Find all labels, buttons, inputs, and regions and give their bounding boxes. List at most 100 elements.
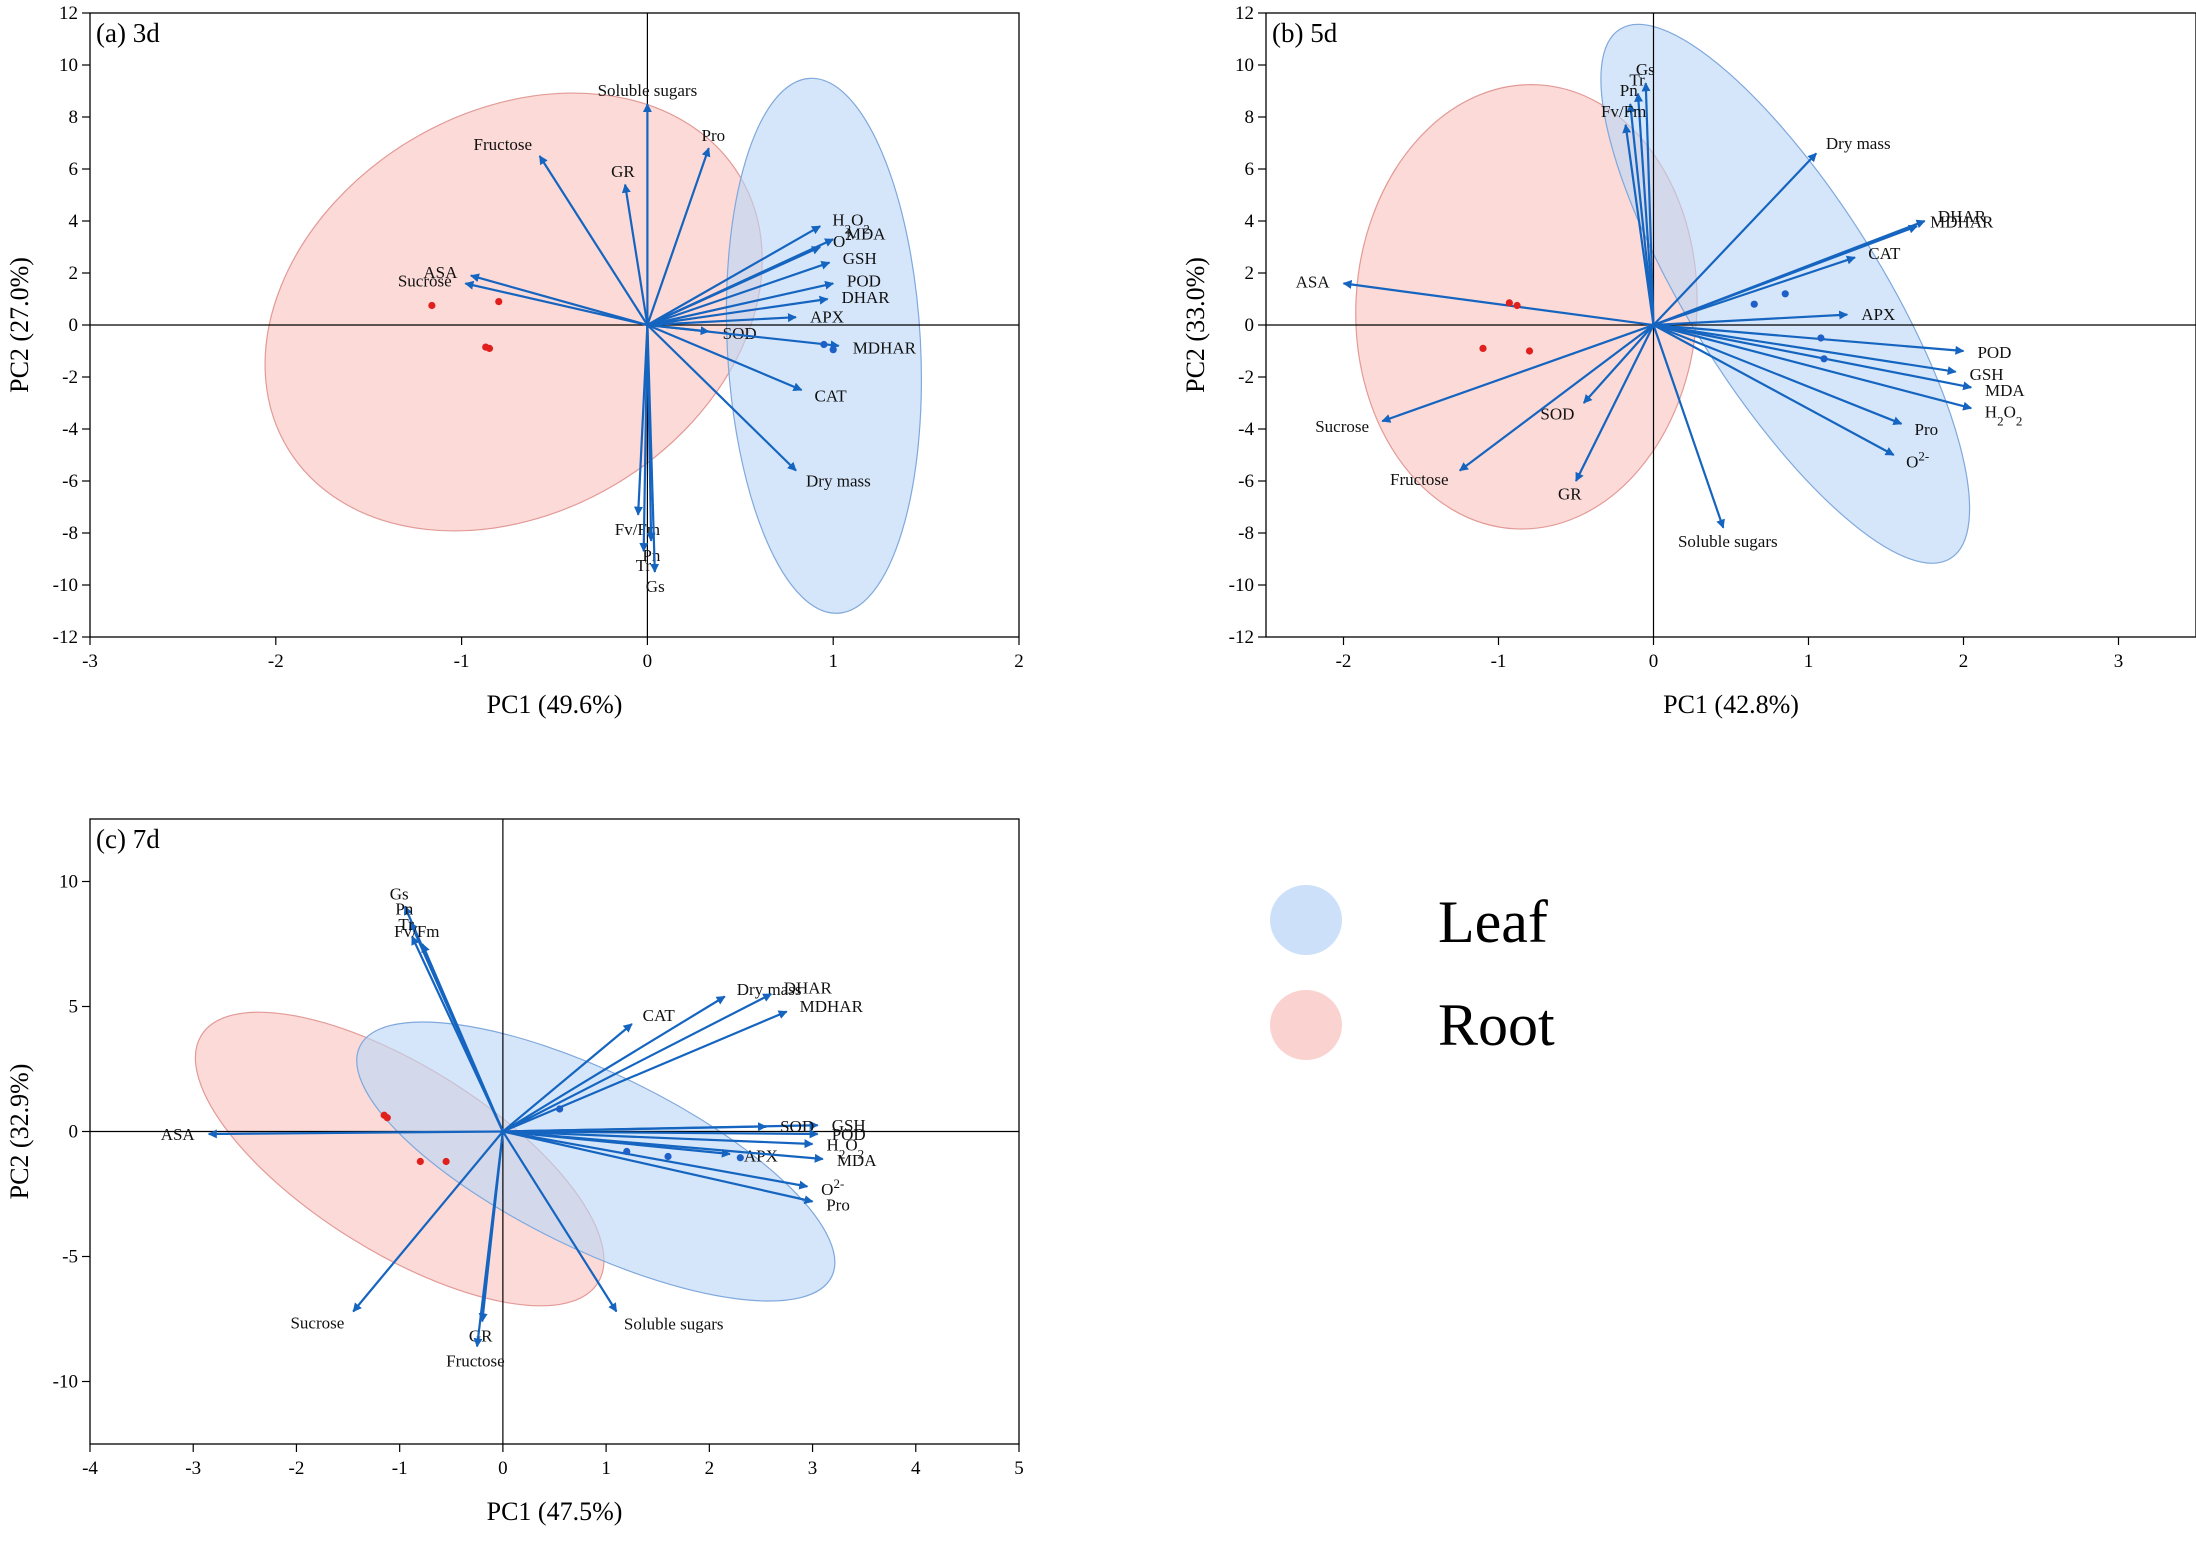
x-axis-label: PC1 (42.8%)	[1663, 690, 1799, 719]
loading-arrow-mda	[646, 238, 835, 326]
x-tick-label: 1	[828, 651, 838, 672]
loading-vectors: Soluble sugarsProFructoseGRASASucroseH2O…	[398, 81, 917, 596]
loading-arrow-dry-mass	[646, 324, 797, 472]
loading-arrow-fructose	[473, 1131, 504, 1348]
y-tick-label: -10	[53, 1372, 78, 1393]
x-tick-label: 5	[1014, 1458, 1024, 1479]
loading-arrow-asa	[1342, 280, 1654, 327]
loading-arrow-gs	[1641, 82, 1655, 326]
loading-arrow-cat	[1653, 255, 1856, 327]
loading-label-gs: Gs	[646, 577, 665, 596]
x-axis-label: PC1 (49.6%)	[487, 690, 623, 719]
y-tick-label: 5	[69, 997, 79, 1018]
loading-label-tr: Tr	[398, 915, 414, 934]
loading-label-asa: ASA	[1296, 273, 1331, 292]
loading-label-fructose: Fructose	[446, 1351, 505, 1370]
legend-label-root: Root	[1438, 992, 1555, 1058]
loading-label-dhar: DHAR	[784, 979, 833, 998]
loading-arrow-dhar	[502, 993, 773, 1133]
loading-arrow-gr	[621, 183, 649, 326]
loading-arrow-dry-mass	[502, 995, 726, 1133]
x-tick-label: 0	[643, 651, 653, 672]
loading-label-gr: GR	[1558, 485, 1582, 504]
loading-arrow-apx	[1653, 310, 1849, 327]
loading-label-cat: CAT	[1868, 244, 1901, 263]
loading-label-h2o2: H2O2	[1985, 403, 2023, 429]
x-tick-label: 0	[498, 1458, 508, 1479]
loading-label-cat: CAT	[643, 1006, 676, 1025]
loading-arrow-tr	[1634, 92, 1655, 326]
loading-arrow-cat	[502, 1023, 633, 1133]
loading-arrow-mdhar	[1653, 224, 1918, 327]
loading-label-sod: SOD	[1540, 404, 1574, 423]
loading-label-tr: Tr	[636, 556, 652, 575]
loading-label-apx: APX	[810, 307, 844, 326]
loading-label-dhar: DHAR	[841, 288, 890, 307]
loading-label-dhar: DHAR	[1938, 207, 1987, 226]
loading-label-mda: MDA	[1985, 381, 2025, 400]
loading-label-sucrose: Sucrose	[398, 271, 452, 290]
loading-arrow-pod	[647, 280, 835, 327]
loading-arrow-dhar	[647, 295, 829, 327]
x-tick-label: -4	[82, 1458, 98, 1479]
x-tick-label: -2	[1336, 651, 1352, 672]
loading-arrow-soluble-sugars	[1652, 324, 1725, 529]
loading-label-apx: APX	[744, 1146, 778, 1165]
loading-label-pn: Pn	[1620, 81, 1638, 100]
y-axis-label: PC2 (32.9%)	[5, 1064, 34, 1200]
sample-points	[428, 298, 837, 354]
loading-arrow-gsh	[647, 260, 831, 327]
sample-point-leaf	[736, 1154, 744, 1162]
x-tick-label: -2	[268, 651, 284, 672]
loading-arrow-sod	[1582, 324, 1655, 404]
loading-arrow-pn	[1626, 103, 1655, 326]
x-tick-label: -3	[185, 1458, 201, 1479]
loading-arrow-cat	[646, 323, 803, 392]
x-tick-label: 1	[1804, 651, 1814, 672]
loading-arrow-h2o2	[1653, 323, 1973, 411]
loading-label-mdhar: MDHAR	[800, 997, 864, 1016]
x-axis-label: PC1 (47.5%)	[487, 1497, 623, 1526]
x-tick-label: -3	[82, 651, 98, 672]
loading-arrow-sucrose	[1381, 323, 1654, 423]
y-tick-label: -6	[62, 471, 78, 492]
loading-arrow-o2	[1652, 324, 1895, 456]
y-tick-label: 6	[69, 159, 79, 180]
sample-point-leaf	[820, 340, 828, 349]
loading-arrow-gsh	[1653, 323, 1957, 376]
loading-arrow-dry-mass	[1652, 152, 1818, 326]
loading-label-mda: MDA	[846, 224, 886, 243]
sample-point-leaf	[556, 1105, 564, 1113]
sample-point-root	[495, 298, 503, 306]
sample-point-leaf	[829, 346, 837, 354]
loading-label-fructose: Fructose	[474, 135, 533, 154]
loading-label-pro: Pro	[701, 126, 725, 145]
y-tick-label: 2	[1245, 263, 1255, 284]
x-tick-label: -1	[392, 1458, 408, 1479]
y-tick-label: -2	[1238, 367, 1254, 388]
y-tick-label: -12	[1229, 627, 1254, 648]
y-tick-label: -4	[1238, 419, 1254, 440]
sample-point-root	[428, 301, 436, 310]
y-tick-label: 8	[1245, 107, 1255, 128]
y-tick-label: 0	[69, 1122, 79, 1143]
loading-label-gsh: GSH	[843, 249, 877, 268]
loading-label-asa: ASA	[161, 1125, 196, 1144]
x-tick-label: 2	[705, 1458, 715, 1479]
legend-label-leaf: Leaf	[1438, 889, 1548, 955]
y-tick-label: 2	[69, 263, 79, 284]
loading-label-gsh: GSH	[1970, 365, 2004, 384]
loading-label-gr: GR	[469, 1326, 493, 1345]
y-tick-label: -2	[62, 367, 78, 388]
legend-swatch-leaf	[1270, 885, 1342, 955]
loading-label-gs: Gs	[1636, 60, 1655, 79]
x-tick-label: -1	[1491, 651, 1507, 672]
sample-point-root	[383, 1114, 391, 1122]
loading-arrow-o2	[502, 1130, 809, 1190]
y-tick-label: -6	[1238, 471, 1254, 492]
loading-label-sod: SOD	[723, 324, 757, 343]
